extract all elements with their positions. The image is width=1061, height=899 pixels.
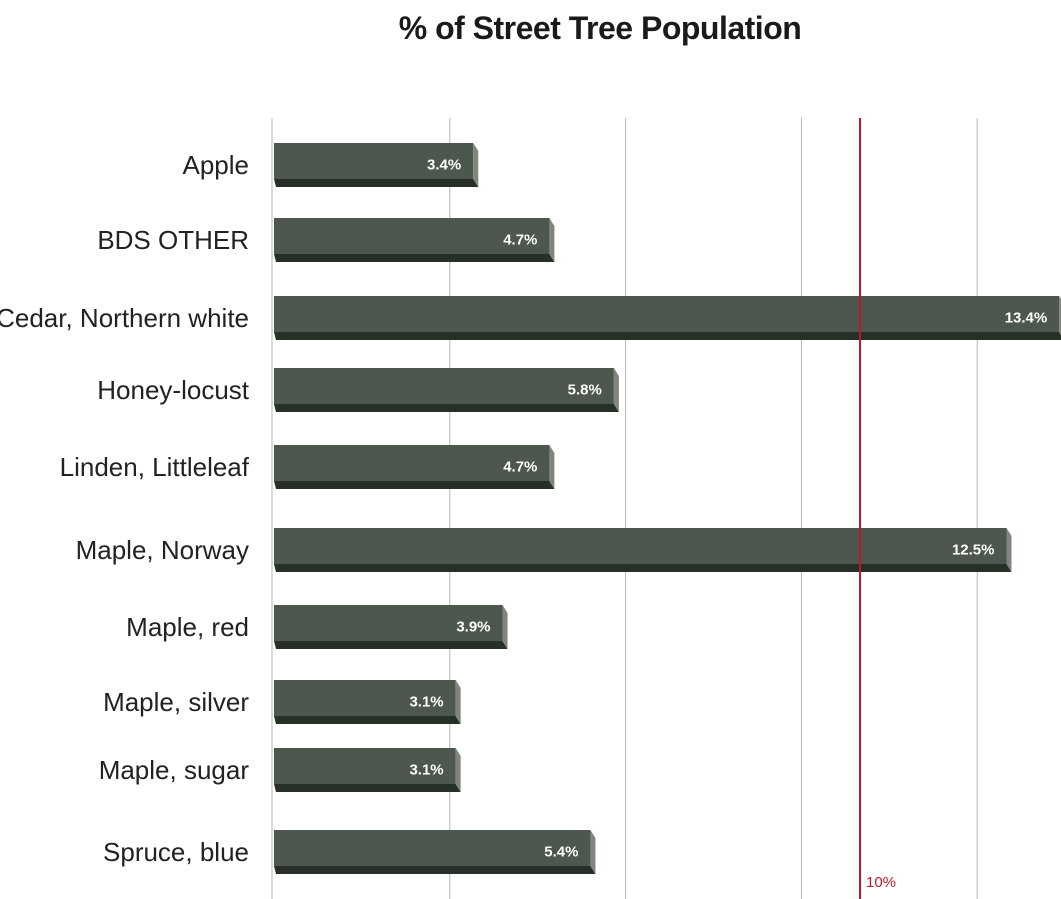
value-label: 5.8% [568,382,602,399]
bar-bottom-bevel [274,866,596,874]
category-label: Spruce, blue [103,837,249,867]
bar-face [274,218,550,254]
bar-bottom-bevel [274,716,461,724]
value-label: 5.4% [544,844,578,861]
category-label: BDS OTHER [97,225,249,255]
bar: 3.9% [274,605,508,649]
bar-end-bevel [549,218,555,262]
bar-bottom-bevel [274,641,508,649]
bar: 4.7% [274,445,555,489]
bar: 12.5% [274,528,1012,572]
value-label: 3.1% [409,694,443,711]
reference-line-layer: 10% [859,118,896,899]
bar-face [274,143,474,179]
value-label: 3.4% [427,157,461,174]
bar: 13.4% [274,296,1061,340]
bar-face [274,680,456,716]
value-label: 3.1% [409,762,443,779]
category-label: Linden, Littleleaf [60,452,250,482]
category-labels-layer: Apple BDS OTHER Cedar, Northern white Honey… [0,150,250,867]
category-label: Maple, sugar [99,755,250,785]
bar-end-bevel [455,748,461,792]
bar-bottom-bevel [274,784,461,792]
bar: 4.7% [274,218,555,262]
bar-end-bevel [473,143,479,187]
category-label: Cedar, Northern white [0,303,249,333]
bar-end-bevel [549,445,555,489]
bar-bottom-bevel [274,179,479,187]
bar-end-bevel [613,368,619,412]
bar-face [274,368,614,404]
value-label: 12.5% [952,542,995,559]
bar-bottom-bevel [274,564,1012,572]
bar-bottom-bevel [274,254,555,262]
category-label: Maple, red [126,612,249,642]
bar-face [274,445,550,481]
value-label: 3.9% [456,619,490,636]
value-label: 4.7% [503,232,537,249]
value-label: 13.4% [1005,310,1048,327]
bars-layer: 3.4% 4.7% 13.4% 5.8% 4.7% 12.5% 3.9% 3.1% 3.1% 5.… [274,143,1061,874]
bar-bottom-bevel [274,404,619,412]
category-label: Apple [183,150,250,180]
bar: 3.4% [274,143,479,187]
bar: 3.1% [274,680,461,724]
value-label: 4.7% [503,459,537,476]
reference-line-label: 10% [866,874,896,891]
bar-face [274,605,503,641]
bar-end-bevel [590,830,596,874]
chart-title: % of Street Tree Population [398,10,802,46]
category-label: Maple, Norway [76,535,249,565]
bar-face [274,296,1060,332]
bar-end-bevel [502,605,508,649]
bar-end-bevel [455,680,461,724]
bar-face [274,528,1007,564]
bar-bottom-bevel [274,332,1061,340]
bar-face [274,830,591,866]
category-label: Honey-locust [97,375,250,405]
bar: 5.4% [274,830,596,874]
bar-bottom-bevel [274,481,555,489]
bar: 3.1% [274,748,461,792]
bar: 5.8% [274,368,619,412]
bar-end-bevel [1006,528,1012,572]
bar-face [274,748,456,784]
category-label: Maple, silver [103,687,249,717]
